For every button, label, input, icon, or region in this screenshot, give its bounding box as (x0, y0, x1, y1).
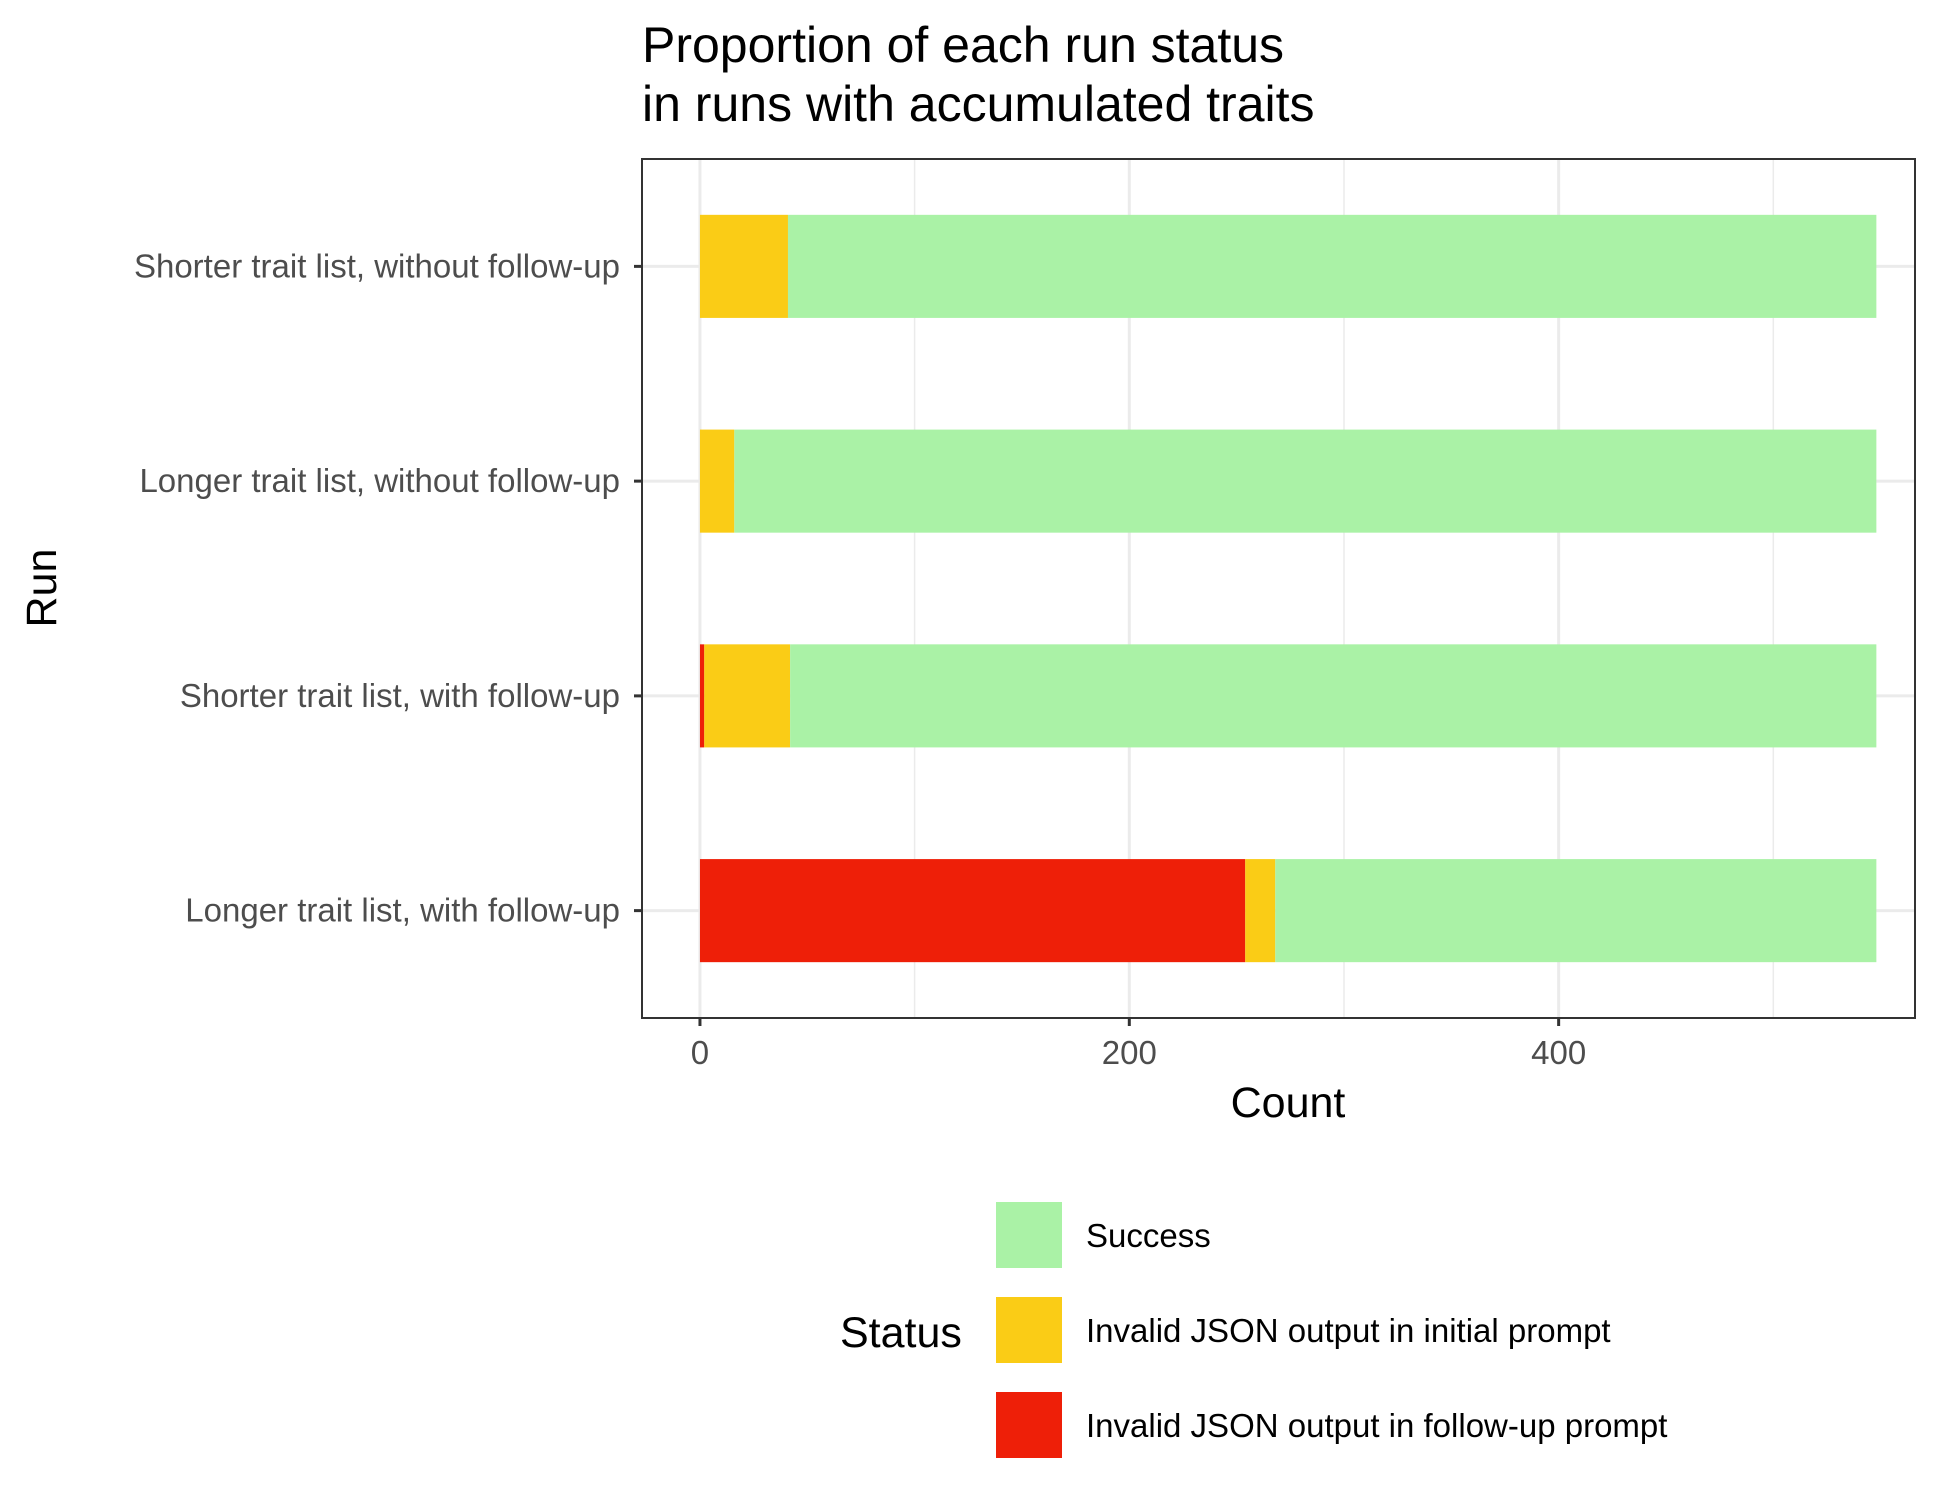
bar-segment (699, 859, 1246, 963)
legend-label: Invalid JSON output in follow-up prompt (1086, 1407, 1667, 1444)
legend-label: Invalid JSON output in initial prompt (1086, 1312, 1611, 1349)
legend-label: Success (1086, 1217, 1211, 1254)
y-tick-label: Longer trait list, with follow-up (185, 892, 620, 929)
x-tick-label: 200 (1102, 1034, 1157, 1071)
bar-segment (699, 214, 788, 318)
x-axis-title: Count (1231, 1079, 1346, 1127)
legend-key (996, 1392, 1062, 1458)
x-tick-label: 400 (1531, 1034, 1586, 1071)
bar-segment (699, 644, 705, 748)
x-axis: 0 200 400 (691, 1018, 1586, 1071)
legend-title: Status (840, 1309, 962, 1357)
bar-segment (734, 429, 1877, 533)
bar-segment (1245, 859, 1276, 963)
bar-segment (699, 429, 735, 533)
bar-segment (787, 214, 1877, 318)
legend-key (996, 1297, 1062, 1363)
y-axis: Shorter trait list, without follow-up Lon… (134, 247, 642, 929)
legend-key (996, 1202, 1062, 1268)
bars (699, 214, 1877, 963)
bar-segment (704, 644, 791, 748)
y-axis-title: Run (18, 549, 66, 628)
plot-panel-border (641, 158, 1916, 1019)
y-tick-label: Longer trait list, without follow-up (139, 462, 620, 499)
x-tick-label: 0 (691, 1034, 709, 1071)
y-tick-label: Shorter trait list, without follow-up (134, 247, 620, 284)
bar-segment (1275, 859, 1877, 963)
chart-title-line-2: in runs with accumulated traits (642, 76, 1315, 132)
chart-title-line-1: Proportion of each run status (642, 17, 1284, 73)
legend: Status Success Invalid JSON output in ini… (840, 1202, 1667, 1458)
bar-segment (790, 644, 1877, 748)
y-tick-label: Shorter trait list, with follow-up (180, 677, 620, 714)
